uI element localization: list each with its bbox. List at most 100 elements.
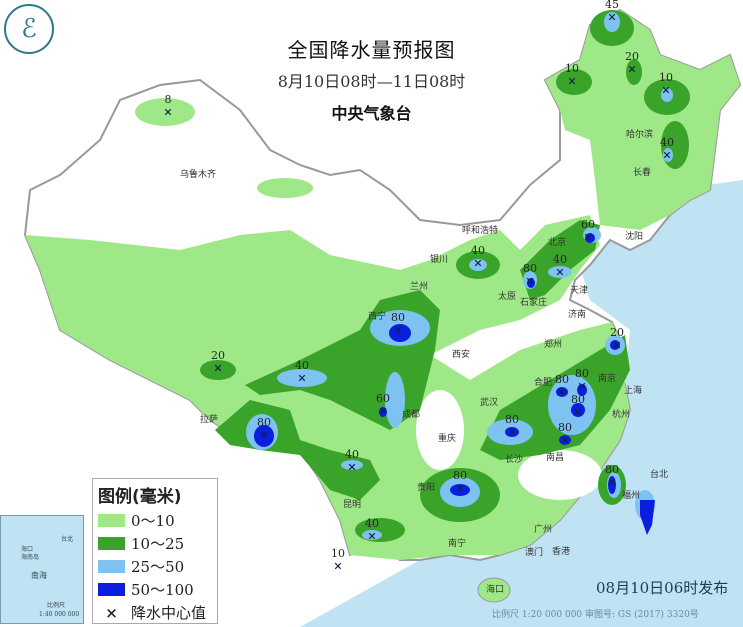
map-title: 全国降水量预报图 (287, 38, 456, 62)
rain-area (379, 407, 387, 417)
city-label: 南昌 (546, 453, 565, 463)
issuer: 中央气象台 (331, 104, 412, 123)
legend-swatch (98, 583, 125, 596)
rain-center-value: 80 (558, 421, 572, 434)
rain-center-marker-icon: × (473, 256, 483, 270)
rain-area (355, 518, 405, 542)
rain-area (626, 59, 642, 85)
city-label: 天津 (570, 286, 589, 296)
city-label: 郑州 (544, 340, 563, 350)
publish-time: 08月10日06时发布 (596, 579, 729, 597)
legend-item: 10～25 (98, 532, 217, 555)
forecast-period: 8月10日08时—11日08时 (277, 72, 466, 91)
city-label: 西安 (452, 350, 471, 360)
rain-area (520, 220, 600, 300)
rain-50-100-areas (254, 233, 655, 535)
rain-center-marker-icon: × (661, 83, 671, 97)
city-label: 上海 (624, 386, 643, 396)
rain-area (341, 460, 363, 470)
rain-area (389, 324, 411, 342)
legend-item: 0～10 (98, 509, 217, 532)
rain-center-marker-icon: × (612, 338, 622, 352)
rain-center-value: 80 (505, 413, 519, 426)
rain-center-marker-icon: × (557, 385, 567, 399)
rain-area (277, 369, 327, 387)
rain-center-value: 10 (659, 71, 673, 84)
rain-center-value: 60 (376, 392, 390, 405)
legend-label: 50～100 (131, 581, 194, 599)
city-label: 太原 (498, 292, 517, 302)
dry-area-southeast (518, 450, 602, 500)
rain-area (661, 88, 673, 102)
rain-area (585, 233, 595, 243)
rain-center-value: 80 (257, 416, 271, 429)
rain-center-value: 40 (345, 448, 359, 461)
inset-label: 南海 (31, 571, 47, 580)
south-china-sea-inset: 海口 海南岛 南海 台北 比例尺 1:40 000 000 (0, 515, 84, 624)
legend-label: 0～10 (131, 512, 175, 530)
city-label: 南京 (598, 374, 617, 384)
rain-center-marker-icon: × (577, 379, 587, 393)
rain-center-marker-icon: × (455, 481, 465, 495)
legend-label: 降水中心值 (131, 604, 207, 622)
rain-center-marker-icon: × (347, 460, 357, 474)
rain-center-value: 60 (581, 218, 595, 231)
rain-area (663, 148, 673, 162)
city-label: 重庆 (438, 434, 457, 444)
rain-center-value: 40 (365, 517, 379, 530)
dry-area-sichuan (416, 390, 464, 470)
legend-item: 25～50 (98, 555, 217, 578)
city-label: 贵阳 (417, 483, 436, 493)
rain-center-value: 20 (625, 50, 639, 63)
rain-center-marker-icon: × (259, 428, 269, 442)
rain-area (556, 387, 568, 397)
inset-label: 海南岛 (21, 554, 40, 561)
rain-center-value: 45 (605, 0, 619, 11)
hainan-island (477, 577, 511, 603)
rain-center-value: 80 (605, 463, 619, 476)
rain-area (577, 384, 587, 396)
legend-swatch (98, 560, 125, 573)
rain-center-value: 80 (523, 262, 537, 275)
rain-center-value: 10 (331, 547, 345, 560)
legend-item: × 降水中心值 (98, 601, 217, 624)
city-label: 澳门 (525, 548, 544, 558)
rain-area-xinjiang (257, 178, 313, 198)
city-label: 长沙 (505, 455, 524, 465)
rain-center-marker-icon: × (560, 433, 570, 447)
cross-marker-icon: × (105, 603, 118, 622)
rain-center-marker-icon: × (607, 10, 617, 24)
rain-area (469, 259, 487, 271)
legend-title: 图例(毫米) (98, 487, 182, 507)
city-label: 银川 (430, 255, 449, 265)
rain-center-value: 80 (555, 373, 569, 386)
city-label: 西宁 (368, 312, 387, 322)
city-label: 成都 (402, 410, 421, 420)
city-label: 石家庄 (520, 298, 548, 308)
rain-center-value: 40 (295, 359, 309, 372)
city-label: 合肥 (534, 378, 553, 388)
rain-center-value: 40 (471, 244, 485, 257)
rain-center-value: 20 (610, 326, 624, 339)
city-label: 福州 (622, 491, 641, 501)
scale-and-approval: 比例尺 1:20 000 000 审图号: GS (2017) 3320号 (492, 610, 699, 620)
inset-label: 台北 (61, 536, 74, 543)
dry-area-yunnan-border (200, 475, 320, 535)
rain-center-marker-icon: × (607, 475, 617, 489)
rain-center-marker-icon: × (555, 265, 565, 279)
rain-area (254, 425, 274, 447)
rain-center-value: 80 (571, 393, 585, 406)
city-label: 济南 (568, 310, 587, 320)
rain-area (200, 360, 236, 380)
rain-center-marker-icon: × (393, 323, 403, 337)
rain-center-marker-icon: × (525, 274, 535, 288)
rain-center-value: 8 (164, 93, 172, 106)
no-rain-areas (200, 390, 602, 535)
rain-center-marker-icon: × (583, 230, 593, 244)
rain-area (604, 12, 620, 32)
rain-25-50-areas (246, 12, 673, 540)
rain-center-value: 80 (575, 367, 589, 380)
rain-center-value: 10 (565, 62, 579, 75)
